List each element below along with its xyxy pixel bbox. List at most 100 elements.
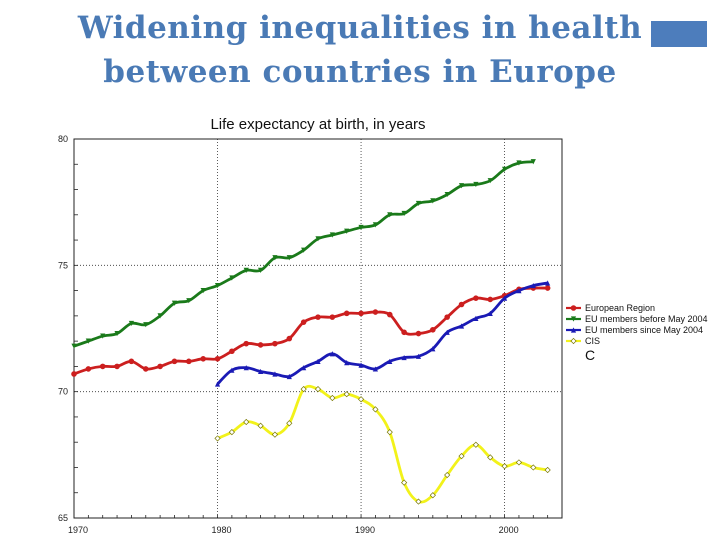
data-point — [228, 428, 235, 436]
data-point — [128, 320, 135, 327]
slide-title: Widening inequalities in health between … — [40, 6, 680, 94]
x-tick-label: 1970 — [68, 525, 88, 535]
data-point — [286, 420, 293, 427]
data-point — [329, 232, 335, 238]
y-tick-label: 70 — [58, 387, 68, 397]
data-point — [85, 338, 91, 344]
data-point — [315, 236, 321, 242]
data-point — [458, 323, 465, 329]
data-point — [430, 326, 436, 333]
data-point — [401, 354, 407, 361]
data-point — [171, 358, 178, 365]
data-point — [358, 224, 364, 231]
data-point — [487, 454, 494, 461]
data-point — [286, 373, 292, 380]
data-point — [386, 311, 393, 318]
data-point — [501, 166, 508, 172]
data-point — [544, 285, 551, 291]
data-point — [516, 288, 522, 294]
x-tick-label: 2000 — [499, 525, 519, 535]
data-point — [444, 191, 450, 198]
data-point — [473, 295, 479, 301]
data-point — [286, 255, 292, 261]
data-point — [515, 459, 523, 466]
data-point — [357, 396, 365, 403]
data-point — [257, 342, 264, 348]
data-point — [570, 327, 577, 333]
data-point — [99, 363, 106, 370]
data-point — [487, 178, 493, 184]
data-point — [157, 363, 163, 370]
data-point — [429, 492, 436, 499]
data-point — [214, 435, 221, 442]
data-point — [229, 348, 235, 355]
data-point — [387, 358, 393, 364]
data-point — [473, 181, 479, 188]
data-point — [401, 479, 408, 486]
data-point — [214, 356, 221, 362]
data-point — [570, 305, 577, 311]
data-point — [200, 356, 206, 362]
data-point — [343, 310, 350, 317]
data-point — [358, 362, 364, 368]
data-point — [415, 353, 422, 359]
data-point — [444, 471, 451, 479]
legend-item: EU members since May 2004 — [566, 325, 703, 335]
data-point — [142, 366, 149, 372]
series-line — [73, 160, 534, 348]
series-european-region — [71, 285, 551, 377]
data-point — [214, 381, 221, 387]
data-point — [200, 288, 206, 294]
data-point — [257, 422, 264, 429]
data-point — [214, 282, 221, 289]
data-point — [243, 418, 250, 426]
data-point — [300, 386, 307, 393]
data-point — [458, 183, 465, 189]
data-point — [271, 431, 279, 438]
data-point — [343, 391, 350, 398]
data-point — [243, 267, 249, 273]
data-point — [358, 310, 364, 317]
data-point — [315, 314, 321, 320]
data-point — [229, 367, 235, 373]
y-tick-label: 75 — [58, 260, 68, 270]
data-point — [516, 160, 522, 166]
series-line — [216, 281, 548, 386]
data-point — [570, 337, 577, 345]
data-point — [272, 371, 278, 377]
data-point — [545, 280, 551, 286]
data-point — [128, 358, 135, 365]
data-point — [430, 198, 436, 204]
data-point — [300, 319, 307, 325]
data-point — [544, 466, 551, 474]
data-point — [372, 366, 379, 372]
series-eu-members-before-may-2004 — [71, 159, 536, 349]
data-point — [501, 463, 508, 470]
data-point — [415, 200, 422, 207]
data-point — [415, 498, 422, 505]
data-point — [401, 210, 407, 217]
data-point — [329, 394, 336, 402]
series-line — [73, 286, 548, 376]
data-point — [458, 453, 465, 460]
data-point — [473, 315, 479, 321]
plot-frame — [73, 138, 563, 519]
legend-extra-label: C — [585, 347, 595, 363]
data-point — [301, 247, 307, 253]
data-point — [487, 296, 494, 303]
data-point — [570, 316, 577, 322]
legend-item: CIS — [566, 336, 600, 346]
data-point — [186, 358, 192, 365]
data-point — [229, 275, 235, 281]
data-point — [100, 333, 106, 339]
data-point — [243, 340, 250, 347]
data-point — [329, 314, 336, 320]
data-point — [71, 371, 77, 377]
data-point — [458, 301, 465, 308]
chart-title: Life expectancy at birth, in years — [210, 116, 425, 133]
data-point — [430, 346, 436, 352]
data-point — [501, 295, 508, 301]
data-point — [386, 428, 393, 436]
data-point — [301, 365, 307, 371]
